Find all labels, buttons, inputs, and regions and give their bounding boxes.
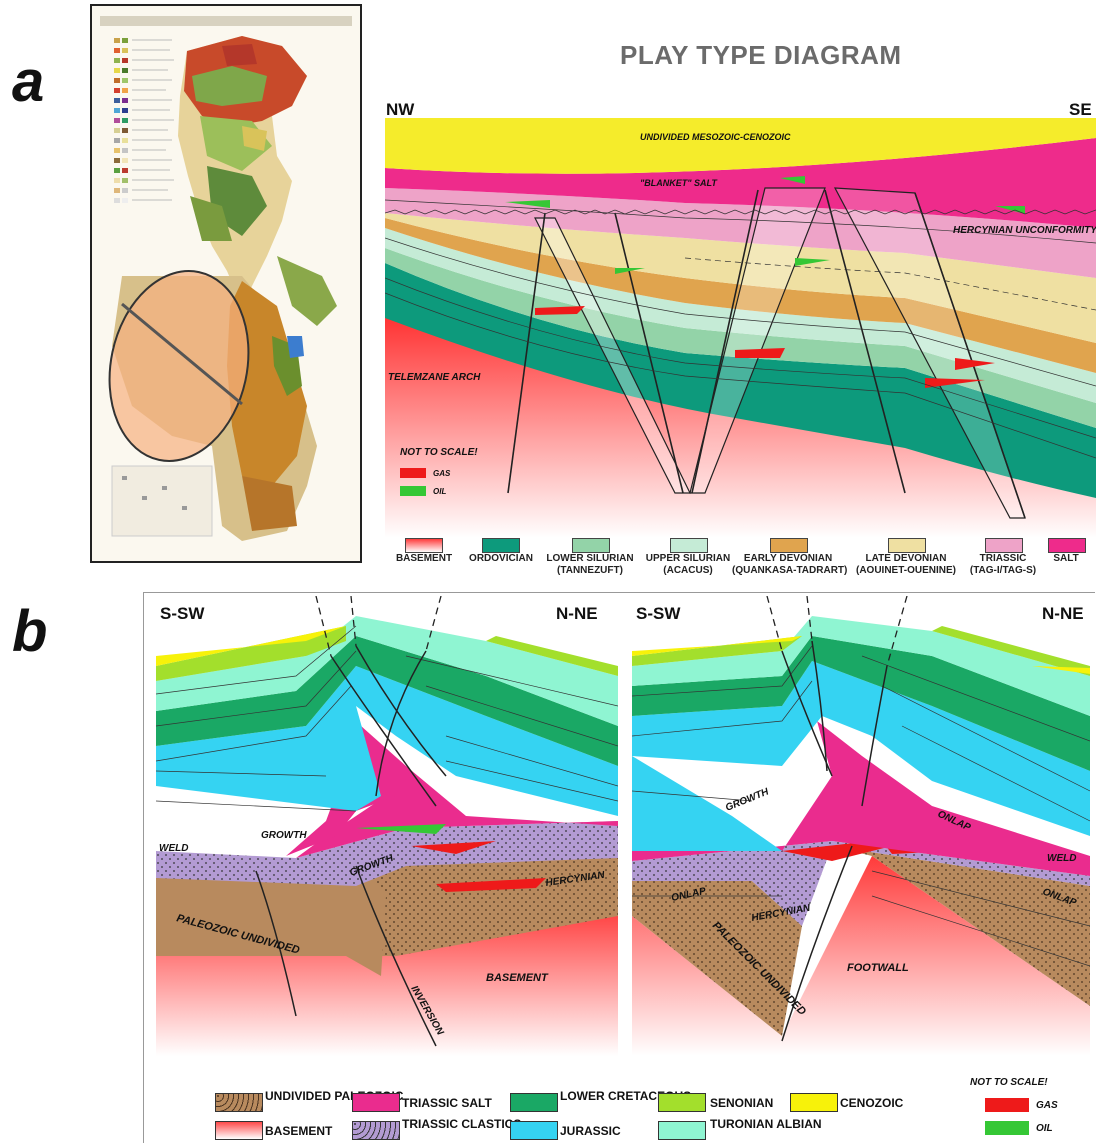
legend-b-swatch-lower-cretaceous xyxy=(510,1093,558,1112)
direction-s-sw-left: S-SW xyxy=(160,604,205,623)
legend-b-gas-swatch xyxy=(985,1098,1029,1112)
label-footwall: FOOTWALL xyxy=(847,962,909,974)
cross-section-right: GROWTH ONLAP WELD ONLAP ONLAP HERCYNIAN … xyxy=(632,596,1090,1056)
label-mesozoic: UNDIVIDED MESOZOIC-CENOZOIC xyxy=(640,132,791,142)
direction-s-sw-right: S-SW xyxy=(636,604,681,623)
legend-triassic: TRIASSIC (TAG-I/TAG-S) xyxy=(969,553,1037,576)
label-growth-left-1: GROWTH xyxy=(261,830,307,841)
label-weld-left: WELD xyxy=(159,843,188,854)
legend-swatch-late-devonian xyxy=(888,538,926,553)
legend-swatch-salt xyxy=(1048,538,1086,553)
legend-b-gas: GAS xyxy=(1036,1100,1058,1111)
label-hercynian-unconformity: HERCYNIAN UNCONFORMITY xyxy=(953,225,1096,236)
oil-swatch xyxy=(400,486,426,496)
label-not-to-scale: NOT TO SCALE! xyxy=(400,447,478,458)
panel-b-frame xyxy=(143,592,1095,1143)
label-gas: GAS xyxy=(433,469,451,478)
legend-b-swatch-jurassic xyxy=(510,1121,558,1140)
label-growth-right: GROWTH xyxy=(724,786,771,814)
legend-b-triassic-salt: TRIASSIC SALT xyxy=(402,1096,492,1110)
geological-map xyxy=(90,4,362,563)
play-type-title: PLAY TYPE DIAGRAM xyxy=(620,40,902,70)
legend-swatch-ordovician xyxy=(482,538,520,553)
label-blanket-salt: "BLANKET" SALT xyxy=(640,178,718,188)
legend-b-swatch-cenozoic xyxy=(790,1093,838,1112)
legend-swatch-lower-silurian xyxy=(572,538,610,553)
legend-b-jurassic: JURASSIC xyxy=(560,1124,621,1138)
legend-lower-silurian: LOWER SILURIAN (TANNEZUFT) xyxy=(546,553,634,576)
geological-map-image xyxy=(92,6,360,561)
cross-section-left: WELD GROWTH GROWTH HERCYNIAN PALEOZOIC U… xyxy=(156,596,618,1056)
legend-swatch-basement xyxy=(405,538,443,553)
label-telemzane-arch: TELEMZANE ARCH xyxy=(388,372,481,383)
legend-b-swatch-triassic-clastics xyxy=(352,1121,400,1140)
legend-b-triassic-clastics: TRIASSIC CLASTICS xyxy=(402,1117,522,1131)
legend-early-devonian: EARLY DEVONIAN (QUANKASA-TADRART) xyxy=(732,553,848,576)
legend-b-senonian: SENONIAN xyxy=(710,1096,774,1110)
legend-b-lower-cretaceous: LOWER CRETACEOUS xyxy=(560,1089,692,1103)
legend-b-swatch-paleozoic xyxy=(215,1093,263,1112)
gas-swatch xyxy=(400,468,426,478)
legend-b-turonian-albian: TURONIAN ALBIAN xyxy=(710,1117,822,1131)
legend-b-oil-swatch xyxy=(985,1121,1029,1135)
legend-upper-silurian: UPPER SILURIAN (ACACUS) xyxy=(645,553,731,576)
panel-label-b: b xyxy=(12,599,48,664)
direction-se: SE xyxy=(1069,100,1092,119)
legend-basement: BASEMENT xyxy=(395,553,453,564)
legend-swatch-upper-silurian xyxy=(670,538,708,553)
label-weld-right: WELD xyxy=(1047,853,1076,864)
label-basement-left: BASEMENT xyxy=(486,972,549,984)
legend-b-basement: BASEMENT xyxy=(265,1124,333,1138)
legend-b-swatch-triassic-salt xyxy=(352,1093,400,1112)
legend-b-oil: OIL xyxy=(1036,1123,1053,1134)
direction-n-ne-left: N-NE xyxy=(556,604,598,623)
direction-n-ne-right: N-NE xyxy=(1042,604,1084,623)
legend-b-not-to-scale: NOT TO SCALE! xyxy=(970,1077,1048,1088)
legend-late-devonian: LATE DEVONIAN (AOUINET-OUENINE) xyxy=(856,553,956,576)
legend-salt: SALT xyxy=(1053,553,1079,564)
play-type-cross-section: UNDIVIDED MESOZOIC-CENOZOIC "BLANKET" SA… xyxy=(385,118,1096,538)
legend-b-cenozoic: CENOZOIC xyxy=(840,1096,904,1110)
legend-b-swatch-turonian-albian xyxy=(658,1121,706,1140)
legend-b-swatch-senonian xyxy=(658,1093,706,1112)
legend-b-swatch-basement xyxy=(215,1121,263,1140)
map-legend-swatches xyxy=(114,38,128,203)
label-oil: OIL xyxy=(433,487,446,496)
legend-swatch-early-devonian xyxy=(770,538,808,553)
legend-b-paleozoic: UNDIVIDED PALEOZOIC xyxy=(265,1089,404,1103)
legend-ordovician: ORDOVICIAN xyxy=(469,553,533,564)
panel-label-a: a xyxy=(12,49,45,114)
direction-nw: NW xyxy=(386,100,415,119)
legend-swatch-triassic xyxy=(985,538,1023,553)
